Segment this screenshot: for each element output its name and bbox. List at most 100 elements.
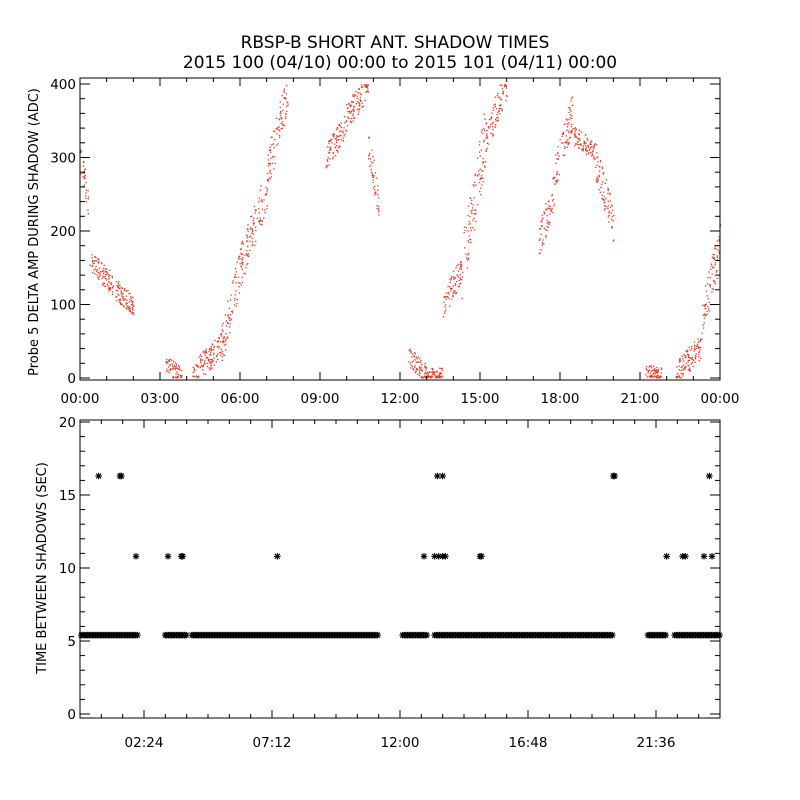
top-data-point: [238, 258, 240, 260]
top-data-point: [467, 258, 469, 261]
top-data-point: [374, 172, 377, 174]
top-data-point: [227, 336, 229, 339]
top-data-point: [567, 130, 569, 132]
top-data-point: [249, 227, 252, 229]
top-data-point: [564, 146, 566, 148]
top-data-point: [95, 265, 97, 267]
top-data-point: [424, 372, 426, 375]
top-data-point: [222, 341, 225, 343]
bottom-data-point: [274, 553, 281, 560]
top-data-point: [578, 134, 581, 136]
top-data-point: [218, 337, 220, 339]
top-data-point: [545, 235, 547, 237]
top-data-point: [602, 181, 604, 183]
top-data-point: [130, 299, 132, 302]
top-data-point: [592, 145, 595, 147]
top-data-point: [467, 257, 470, 259]
top-data-point: [255, 209, 257, 211]
top-data-point: [552, 200, 554, 202]
top-data-point: [561, 135, 563, 137]
top-data-point: [546, 214, 548, 217]
top-data-point: [597, 178, 599, 180]
top-data-point: [554, 183, 556, 185]
top-data-point: [106, 268, 108, 270]
top-data-point: [442, 375, 444, 377]
top-data-point: [274, 139, 276, 141]
bottom-data-points: [78, 472, 723, 639]
top-data-point: [192, 371, 194, 374]
top-data-point: [687, 361, 689, 363]
bottom-data-point: [611, 472, 618, 480]
top-data-point: [332, 152, 334, 155]
top-data-point: [459, 283, 461, 285]
top-data-point: [501, 110, 503, 112]
top-data-point: [362, 105, 364, 107]
top-data-point: [282, 103, 284, 105]
top-data-point: [84, 174, 86, 177]
top-data-point: [205, 351, 207, 354]
top-data-point: [247, 262, 249, 265]
top-data-point: [238, 292, 241, 294]
top-data-point: [562, 132, 564, 134]
top-data-point: [594, 158, 596, 160]
top-data-point: [578, 133, 580, 135]
top-data-point: [177, 377, 179, 379]
top-data-point: [238, 286, 240, 288]
bottom-baseline-point: [608, 631, 616, 639]
top-data-point: [483, 139, 485, 141]
top-data-point: [331, 142, 333, 144]
top-data-point: [487, 126, 489, 128]
top-data-point: [104, 276, 106, 278]
top-data-point: [496, 113, 498, 116]
top-data-point: [213, 352, 215, 354]
top-data-point: [93, 262, 95, 265]
bottom-data-point: [179, 553, 186, 560]
top-data-point: [452, 276, 455, 278]
top-data-point: [175, 367, 177, 369]
top-data-point: [499, 105, 501, 107]
top-data-point: [209, 354, 212, 356]
top-data-point: [569, 137, 571, 139]
top-data-point: [248, 236, 251, 238]
top-data-point: [647, 369, 649, 372]
top-data-point: [222, 340, 224, 342]
top-data-point: [692, 359, 694, 361]
top-data-point: [497, 116, 499, 119]
top-data-point: [266, 172, 269, 175]
top-data-point: [412, 360, 414, 362]
top-data-point: [120, 291, 123, 294]
bottom-data-point: [478, 553, 485, 560]
top-data-point: [685, 356, 687, 358]
top-data-point: [235, 268, 237, 270]
top-data-point: [541, 242, 544, 244]
top-data-point: [108, 274, 110, 276]
top-data-point: [87, 190, 89, 192]
top-data-point: [209, 362, 211, 364]
top-data-point: [343, 127, 345, 129]
top-data-point: [201, 365, 203, 368]
top-data-point: [486, 133, 488, 135]
top-data-point: [593, 147, 595, 149]
top-data-point: [109, 288, 112, 290]
top-data-point: [220, 333, 223, 335]
top-data-point: [325, 167, 327, 169]
top-data-point: [686, 353, 689, 356]
top-data-point: [82, 172, 84, 174]
top-data-point: [571, 115, 573, 117]
top-data-point: [85, 201, 88, 203]
top-data-point: [475, 220, 477, 223]
top-data-point: [444, 306, 446, 308]
top-data-point: [479, 178, 481, 181]
top-data-point: [460, 278, 462, 280]
top-data-point: [280, 112, 282, 114]
top-data-point: [350, 121, 352, 123]
top-data-point: [680, 360, 682, 362]
top-data-point: [91, 257, 93, 259]
top-data-point: [85, 182, 87, 184]
top-data-point: [129, 306, 131, 308]
top-data-point: [205, 348, 207, 351]
top-data-point: [271, 136, 273, 138]
top-data-point: [575, 129, 577, 132]
top-data-point: [231, 310, 233, 313]
top-x-tick-label: 06:00: [221, 391, 260, 407]
